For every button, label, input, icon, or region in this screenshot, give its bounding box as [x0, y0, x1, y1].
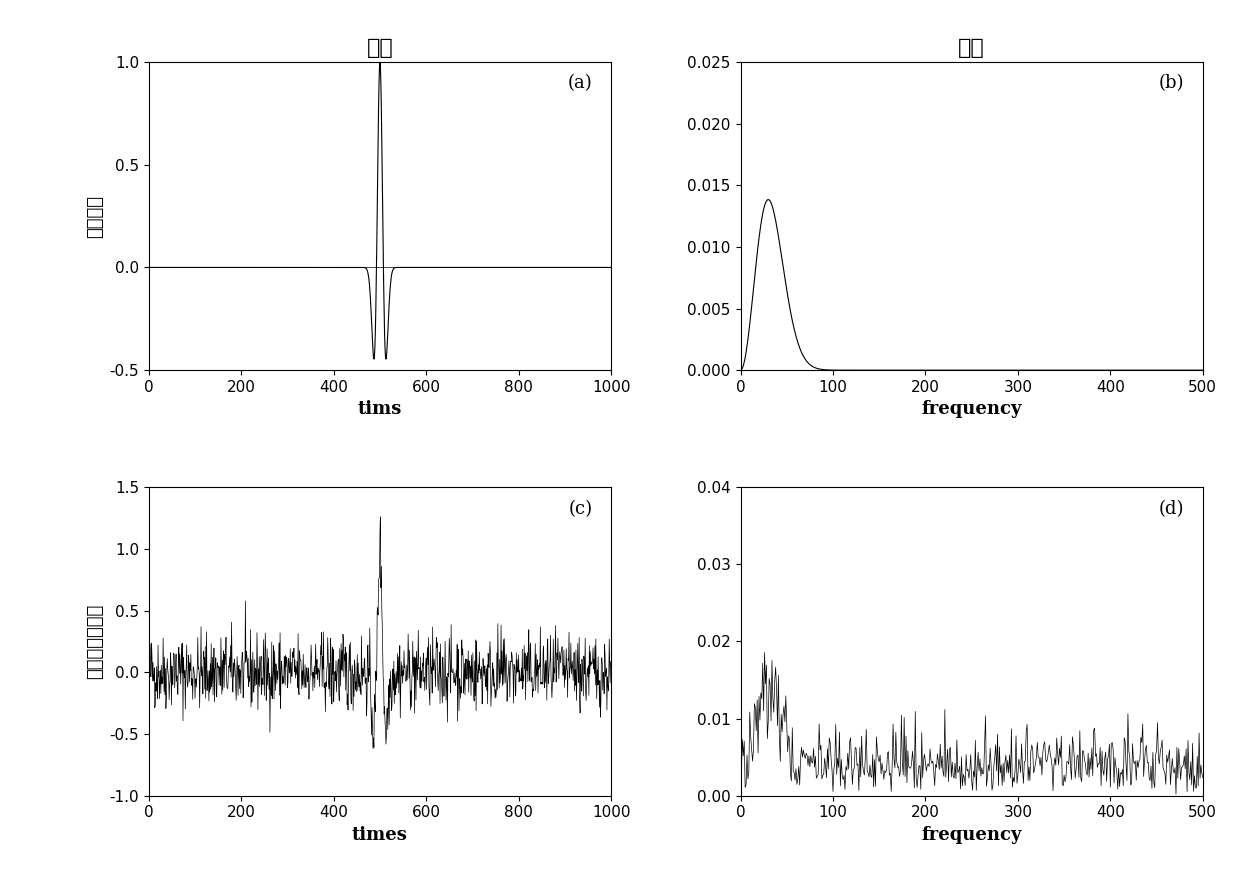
Y-axis label: 雷克子波: 雷克子波 — [86, 194, 104, 238]
Text: (a): (a) — [568, 74, 593, 92]
Y-axis label: 含噪声雷克子波: 含噪声雷克子波 — [86, 604, 104, 679]
Text: (b): (b) — [1159, 74, 1184, 92]
Title: 频谱: 频谱 — [959, 37, 985, 57]
Text: (d): (d) — [1159, 499, 1184, 518]
Text: (c): (c) — [568, 499, 593, 518]
X-axis label: frequency: frequency — [921, 826, 1022, 844]
X-axis label: tims: tims — [358, 400, 402, 418]
X-axis label: times: times — [352, 826, 408, 844]
Title: 时域: 时域 — [367, 37, 393, 57]
X-axis label: frequency: frequency — [921, 400, 1022, 418]
